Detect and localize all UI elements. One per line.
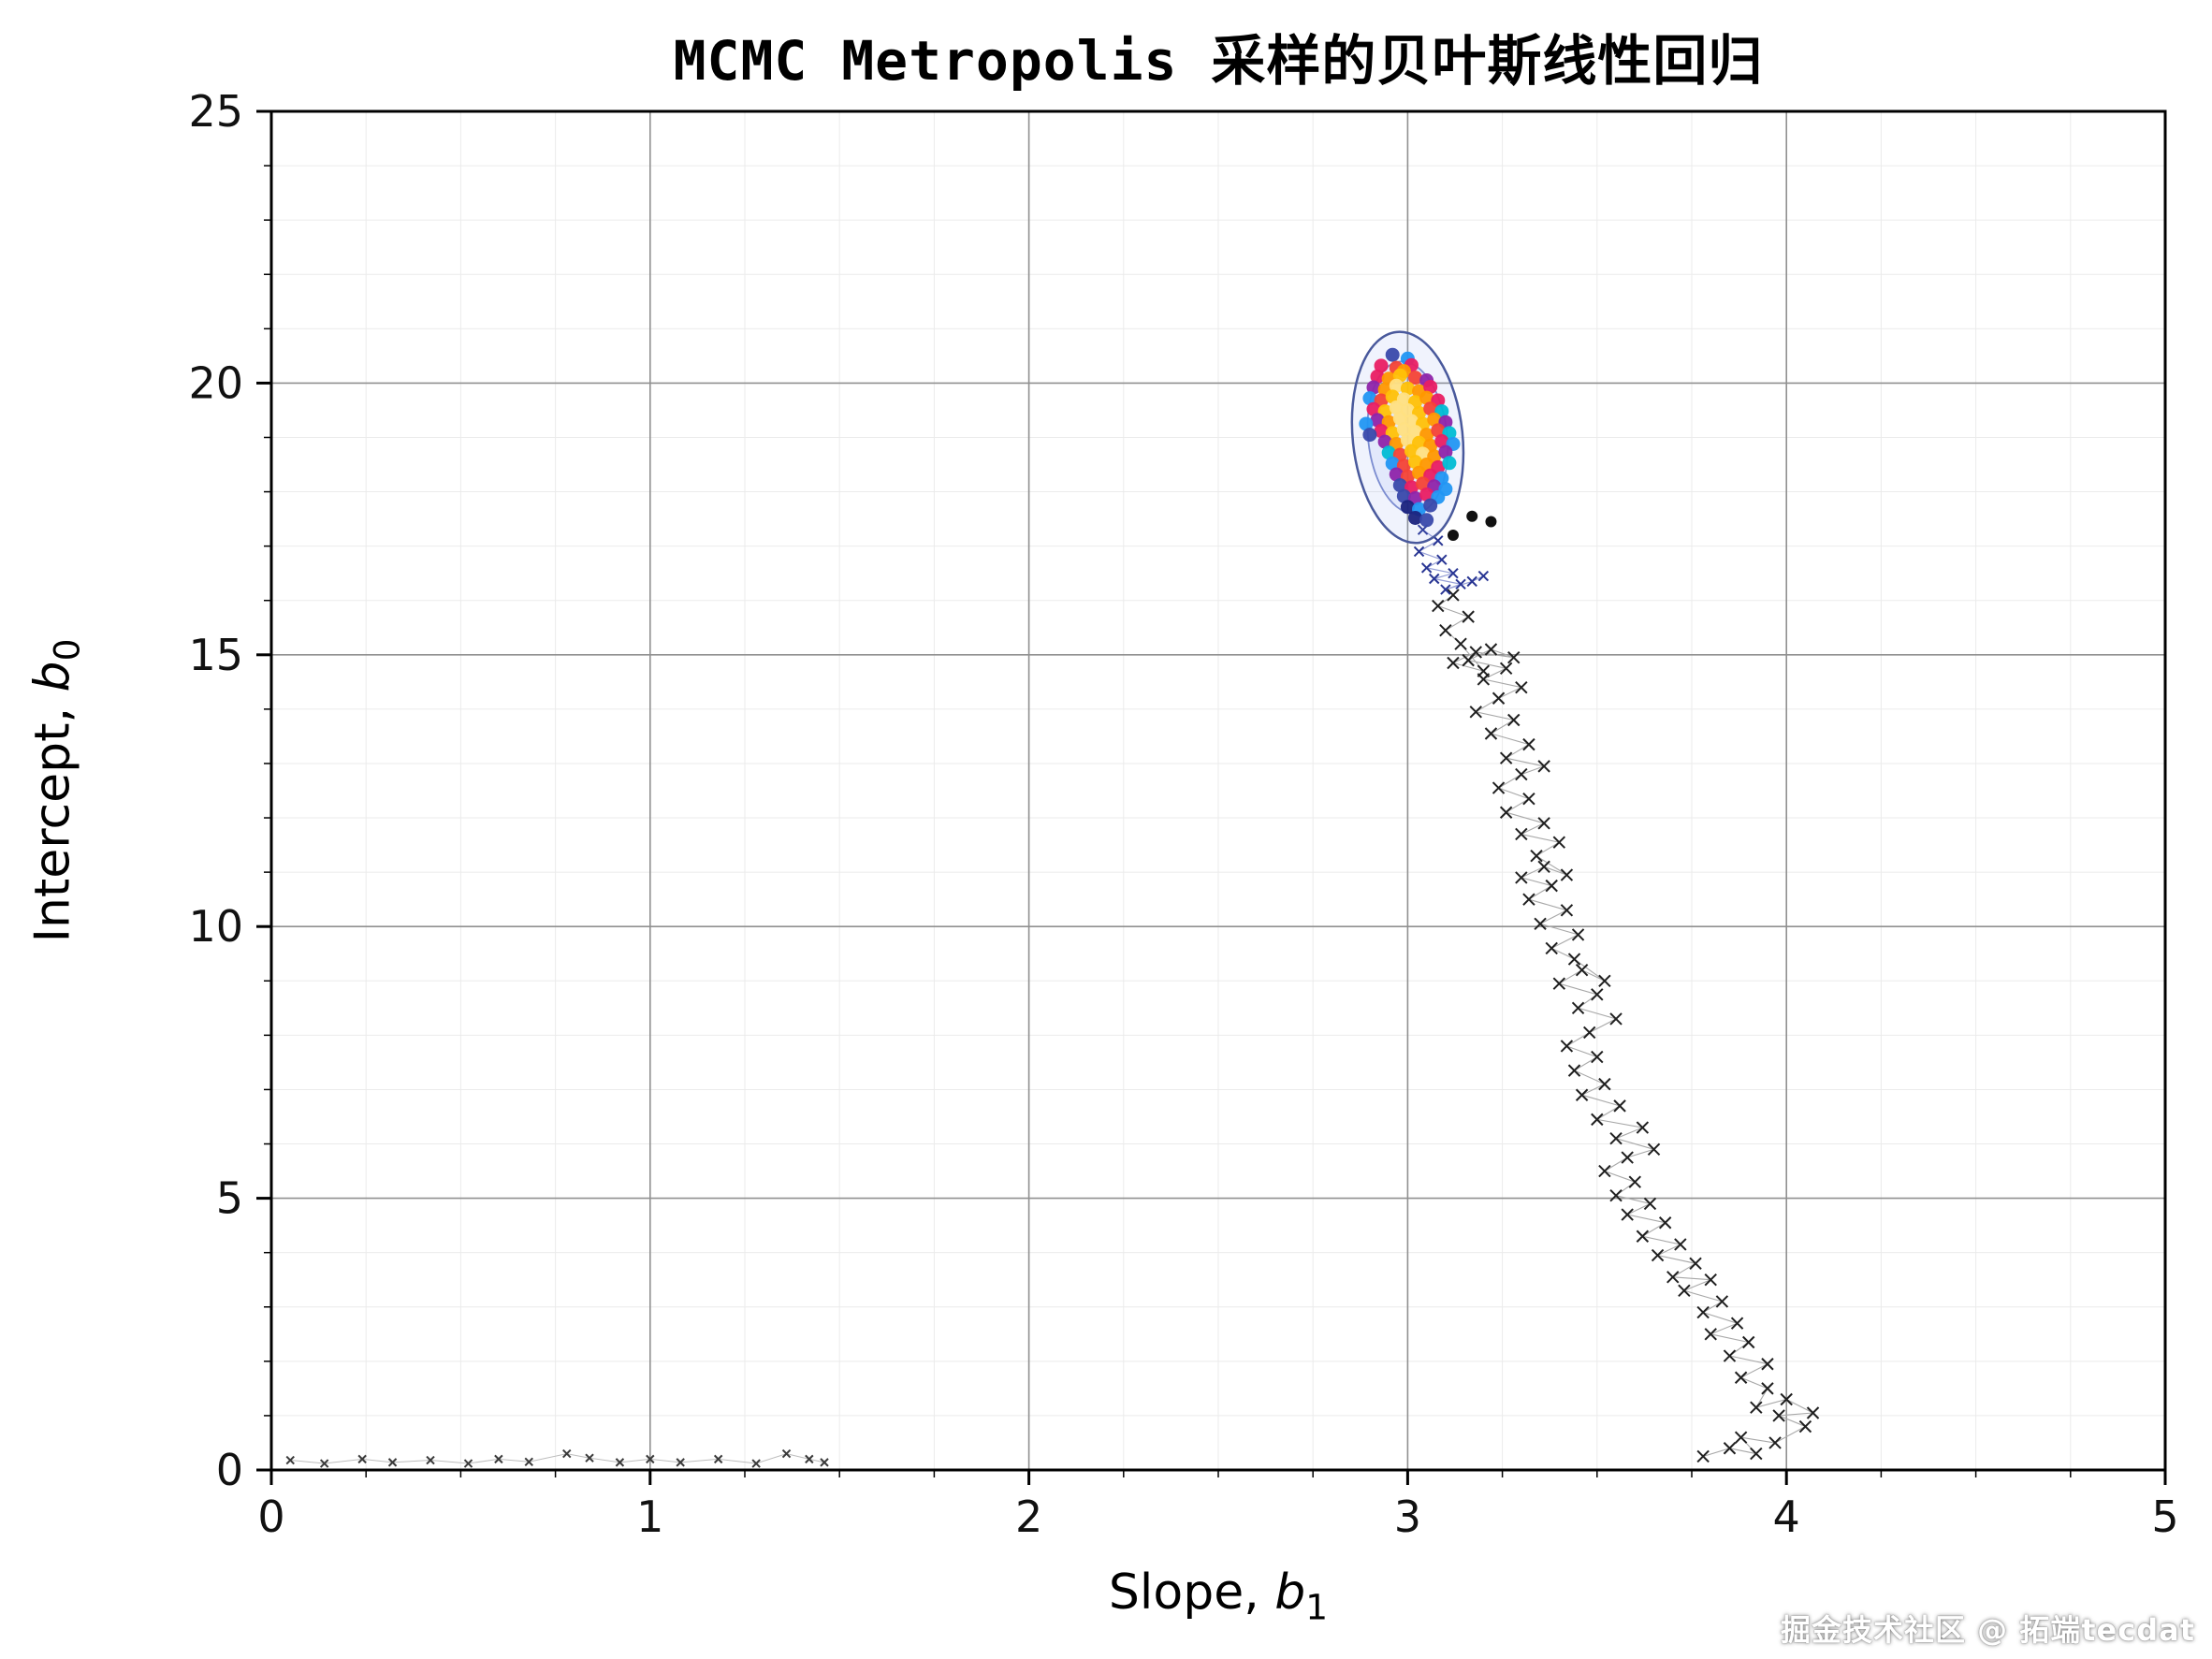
x-axis-label-prefix: Slope, [1108,1564,1275,1621]
y-axis-label-subscript: 0 [46,638,88,662]
y-axis-label: Intercept, b0 [24,639,87,943]
svg-text:5: 5 [216,1173,243,1224]
svg-text:4: 4 [1773,1492,1800,1542]
svg-text:10: 10 [188,901,243,952]
svg-text:3: 3 [1394,1492,1421,1542]
svg-text:2: 2 [1015,1492,1042,1542]
svg-text:0: 0 [216,1445,243,1495]
watermark: 掘金技术社区 @ 拓端tecdat [1780,1612,2195,1648]
svg-text:0: 0 [257,1492,284,1542]
axis-layer: 0 1 2 3 4 5 0 5 10 15 20 25 [188,86,2178,1542]
svg-text:1: 1 [636,1492,663,1542]
svg-text:15: 15 [188,630,243,680]
svg-text:20: 20 [188,357,243,408]
x-axis-label-variable: b [1274,1564,1306,1621]
svg-text:25: 25 [188,86,243,137]
chart-title: MCMC Metropolis 采样的贝叶斯线性回归 [673,29,1764,93]
svg-text:5: 5 [2151,1492,2178,1542]
y-axis-label-variable: b [24,661,81,692]
x-axis-label-subscript: 1 [1305,1586,1329,1628]
grid-layer [271,111,2165,1470]
x-axis-label: Slope, b1 [1109,1564,1328,1627]
data-layer [285,330,1820,1468]
y-axis-label-prefix: Intercept, [24,691,81,943]
